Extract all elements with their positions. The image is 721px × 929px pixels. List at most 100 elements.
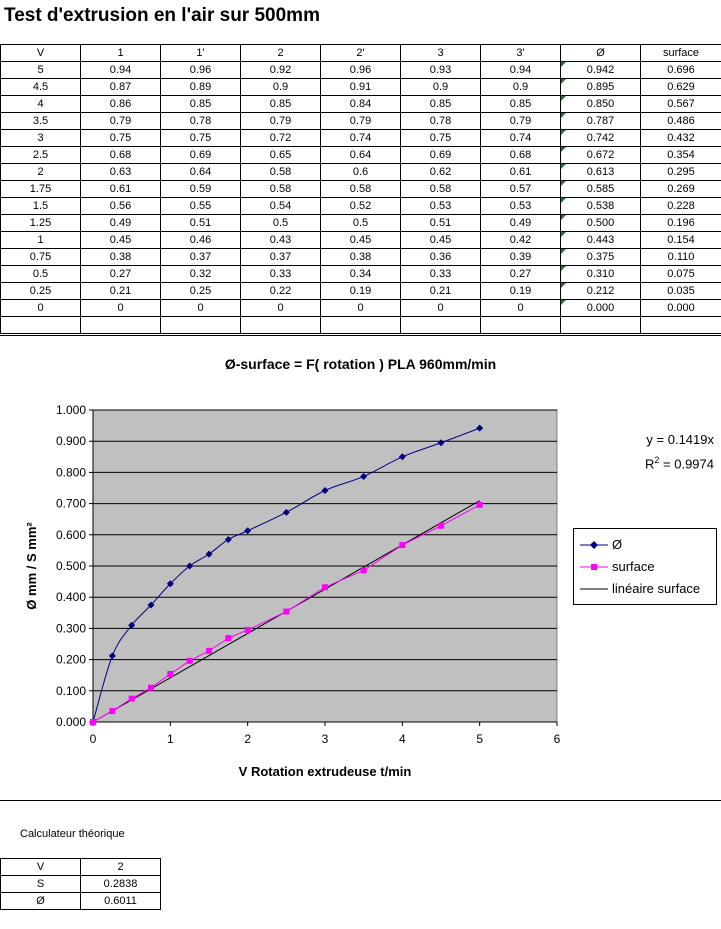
table-cell[interactable]: 0.92	[240, 61, 321, 79]
calculator-cell[interactable]: S	[0, 875, 81, 893]
table-cell[interactable]: 0	[320, 299, 401, 317]
table-cell[interactable]: 4	[0, 95, 81, 113]
table-cell-empty[interactable]	[160, 316, 241, 334]
table-cell[interactable]: 0.89	[160, 78, 241, 96]
table-cell-empty[interactable]	[560, 316, 641, 334]
table-cell[interactable]: 0.54	[240, 197, 321, 215]
table-cell[interactable]: 0.25	[160, 282, 241, 300]
table-cell[interactable]: 0.37	[240, 248, 321, 266]
table-cell[interactable]: 0.269	[640, 180, 721, 198]
table-cell[interactable]: 0.34	[320, 265, 401, 283]
table-cell[interactable]: 0	[80, 299, 161, 317]
table-cell[interactable]: 0.075	[640, 265, 721, 283]
table-cell[interactable]: 0.58	[320, 180, 401, 198]
table-cell[interactable]: 0.6	[320, 163, 401, 181]
table-cell[interactable]: 0.79	[480, 112, 561, 130]
table-cell[interactable]: 0.75	[400, 129, 481, 147]
table-cell[interactable]: 0.56	[80, 197, 161, 215]
table-cell[interactable]: 0.538	[560, 197, 641, 215]
table-cell[interactable]: 0.43	[240, 231, 321, 249]
table-cell[interactable]: 0.37	[160, 248, 241, 266]
table-cell[interactable]: 0.49	[80, 214, 161, 232]
table-cell[interactable]: 0.5	[0, 265, 81, 283]
calculator-cell[interactable]: 2	[80, 858, 161, 876]
calculator-cell[interactable]: 0.6011	[80, 892, 161, 910]
table-cell[interactable]: 0.85	[240, 95, 321, 113]
table-cell[interactable]: 0	[400, 299, 481, 317]
table-cell[interactable]: 0	[0, 299, 81, 317]
table-cell[interactable]: 5	[0, 61, 81, 79]
table-cell[interactable]: 0.87	[80, 78, 161, 96]
table-cell[interactable]: 0.110	[640, 248, 721, 266]
table-cell[interactable]: 0.295	[640, 163, 721, 181]
table-cell[interactable]: 0.86	[80, 95, 161, 113]
table-cell[interactable]: 0.228	[640, 197, 721, 215]
table-cell[interactable]: 0.9	[400, 78, 481, 96]
table-cell[interactable]: 0.75	[0, 248, 81, 266]
table-cell[interactable]: 0.354	[640, 146, 721, 164]
table-cell[interactable]: 0.68	[80, 146, 161, 164]
table-cell-empty[interactable]	[240, 316, 321, 334]
table-cell[interactable]: 0.787	[560, 112, 641, 130]
table-cell[interactable]: 0.52	[320, 197, 401, 215]
table-cell[interactable]: 0.375	[560, 248, 641, 266]
table-cell[interactable]: 0.85	[160, 95, 241, 113]
table-cell[interactable]: 0.58	[400, 180, 481, 198]
table-cell[interactable]: 0.61	[480, 163, 561, 181]
calculator-cell[interactable]: Ø	[0, 892, 81, 910]
table-cell[interactable]: 0	[160, 299, 241, 317]
table-cell[interactable]: 0.21	[80, 282, 161, 300]
table-cell[interactable]: 0.45	[400, 231, 481, 249]
table-cell[interactable]: 0.27	[80, 265, 161, 283]
table-cell[interactable]: 0.212	[560, 282, 641, 300]
table-cell[interactable]: 0.154	[640, 231, 721, 249]
table-cell[interactable]: 0.61	[80, 180, 161, 198]
table-cell[interactable]: 0.9	[240, 78, 321, 96]
table-cell[interactable]: 0.486	[640, 112, 721, 130]
table-cell[interactable]: 0.942	[560, 61, 641, 79]
table-cell[interactable]: 0.55	[160, 197, 241, 215]
table-cell[interactable]: 3.5	[0, 112, 81, 130]
table-cell[interactable]: 0.94	[480, 61, 561, 79]
table-cell[interactable]: 0	[240, 299, 321, 317]
table-cell[interactable]: 0.22	[240, 282, 321, 300]
table-cell[interactable]: 0.742	[560, 129, 641, 147]
table-cell[interactable]: 0.62	[400, 163, 481, 181]
table-cell[interactable]: 0.310	[560, 265, 641, 283]
table-cell[interactable]: 0.94	[80, 61, 161, 79]
table-cell[interactable]: 0.19	[320, 282, 401, 300]
table-cell[interactable]: 0.895	[560, 78, 641, 96]
table-cell[interactable]: 0.45	[80, 231, 161, 249]
calculator-cell[interactable]: 0.2838	[80, 875, 161, 893]
table-cell[interactable]: 0.96	[160, 61, 241, 79]
table-cell[interactable]: 0.33	[400, 265, 481, 283]
table-cell[interactable]: 0.39	[480, 248, 561, 266]
table-cell[interactable]: 0.53	[480, 197, 561, 215]
table-cell[interactable]: 0.78	[400, 112, 481, 130]
calculator-cell[interactable]: V	[0, 858, 81, 876]
table-cell[interactable]: 0.9	[480, 78, 561, 96]
table-cell[interactable]: 0.79	[240, 112, 321, 130]
table-cell[interactable]: 0.65	[240, 146, 321, 164]
table-cell[interactable]: 0.51	[160, 214, 241, 232]
table-cell[interactable]: 0.58	[240, 163, 321, 181]
table-cell[interactable]: 0.33	[240, 265, 321, 283]
table-cell[interactable]: 0.93	[400, 61, 481, 79]
table-cell[interactable]: 1	[0, 231, 81, 249]
table-cell[interactable]: 0.51	[400, 214, 481, 232]
table-cell[interactable]: 0.38	[320, 248, 401, 266]
table-cell[interactable]: 0.68	[480, 146, 561, 164]
table-cell[interactable]: 0.567	[640, 95, 721, 113]
table-cell-empty[interactable]	[400, 316, 481, 334]
table-cell[interactable]: 0.32	[160, 265, 241, 283]
table-cell[interactable]: 0.21	[400, 282, 481, 300]
table-cell[interactable]: 0.84	[320, 95, 401, 113]
table-cell[interactable]: 0.85	[480, 95, 561, 113]
table-cell[interactable]: 0.64	[160, 163, 241, 181]
table-cell[interactable]: 0.5	[320, 214, 401, 232]
table-cell[interactable]: 1.5	[0, 197, 81, 215]
table-cell[interactable]: 1.25	[0, 214, 81, 232]
table-cell[interactable]: 0.69	[160, 146, 241, 164]
table-cell[interactable]: 4.5	[0, 78, 81, 96]
table-cell[interactable]: 0.91	[320, 78, 401, 96]
